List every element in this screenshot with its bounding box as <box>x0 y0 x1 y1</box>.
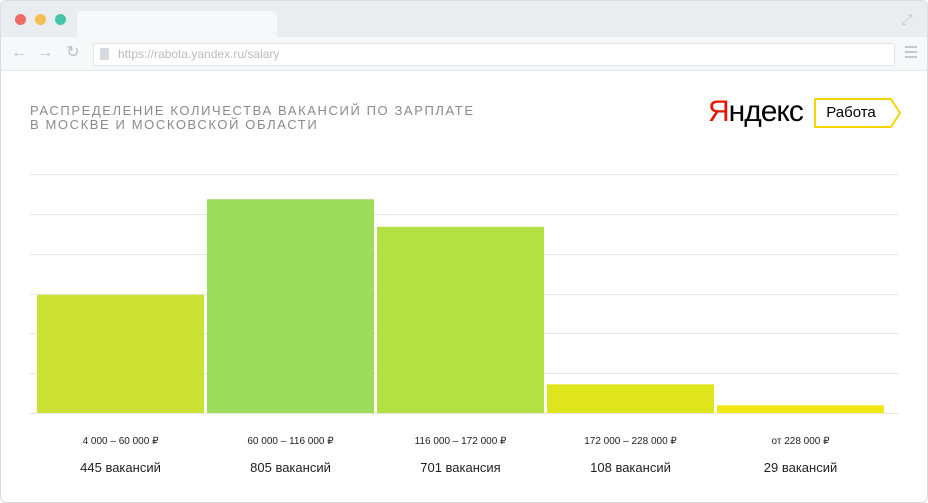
chart-title-line-1: Распределение количества вакансий по зар… <box>30 103 475 118</box>
bar-3[interactable] <box>377 226 544 413</box>
yandex-logo[interactable]: Яндекс <box>708 94 804 130</box>
chart-title: Распределение количества вакансий по зар… <box>30 104 475 132</box>
value-label: 805 вакансий <box>250 460 331 475</box>
category-label: от 228 000 ₽ <box>772 436 831 447</box>
category-label: 116 000 – 172 000 ₽ <box>415 436 507 447</box>
forward-arrow-icon[interactable]: → <box>37 44 53 61</box>
category-label: 172 000 – 228 000 ₽ <box>584 436 677 447</box>
value-label: 108 вакансий <box>590 460 671 475</box>
value-label: 29 вакансий <box>764 460 837 475</box>
category-label: 4 000 – 60 000 ₽ <box>83 436 160 447</box>
menu-icon[interactable] <box>905 46 917 61</box>
rabota-badge[interactable]: Работа <box>814 98 901 128</box>
page-icon <box>100 48 109 60</box>
close-window-button[interactable] <box>15 14 26 25</box>
value-label: 445 вакансий <box>80 460 161 475</box>
minimize-window-button[interactable] <box>35 14 46 25</box>
back-arrow-icon[interactable]: ← <box>11 44 27 61</box>
reload-icon[interactable]: ↻ <box>66 44 80 61</box>
maximize-window-button[interactable] <box>55 14 66 25</box>
logo-rest: ндекс <box>728 95 804 128</box>
bar-1[interactable] <box>37 294 204 413</box>
browser-tab[interactable] <box>77 11 277 37</box>
logo-first-letter: Я <box>708 95 730 128</box>
url-text[interactable]: https://rabota.yandex.ru/salary <box>118 47 280 61</box>
browser-toolbar: ← → ↻ https://rabota.yandex.ru/salary <box>1 37 927 71</box>
category-label: 60 000 – 116 000 ₽ <box>247 436 334 447</box>
bar-4[interactable] <box>547 384 714 413</box>
address-bar[interactable]: https://rabota.yandex.ru/salary <box>93 43 895 66</box>
badge-arrow-shape <box>814 98 901 128</box>
bar-2[interactable] <box>207 199 374 413</box>
expand-icon[interactable]: ⤢ <box>901 11 913 27</box>
title-bar: ⤢ <box>1 1 927 37</box>
value-label: 701 вакансия <box>420 460 500 475</box>
bar-5[interactable] <box>717 405 884 413</box>
chart-title-line-2: в Москве и Московской области <box>30 117 319 132</box>
badge-label: Работа <box>826 104 876 121</box>
